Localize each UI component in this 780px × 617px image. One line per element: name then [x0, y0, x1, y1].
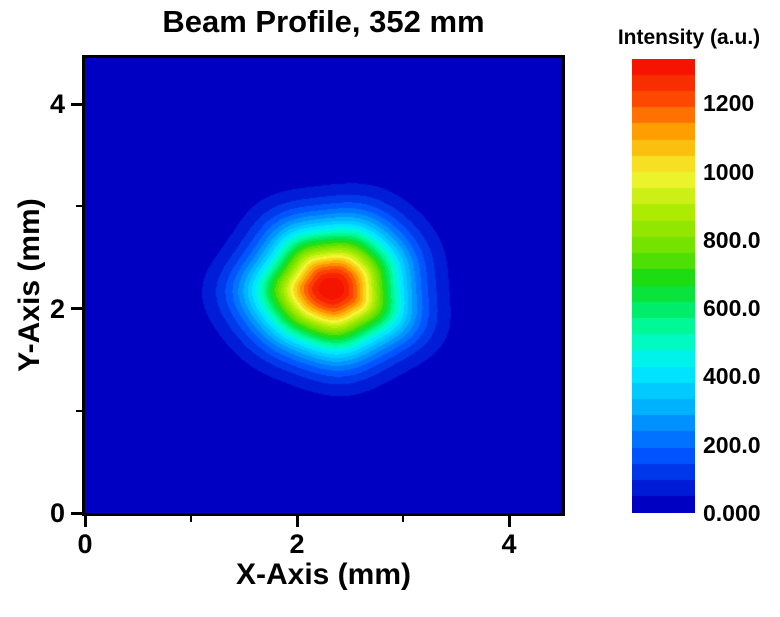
y-tick-label: 0 [49, 498, 65, 528]
y-major-tick [71, 511, 83, 515]
y-minor-tick [76, 409, 83, 412]
y-major-tick [71, 102, 83, 106]
y-tick-label: 4 [49, 89, 65, 119]
x-minor-tick [402, 515, 404, 522]
colorbar-tick-label: 800.0 [703, 226, 761, 253]
x-tick-label: 4 [501, 529, 517, 559]
colorbar-title: Intensity (a.u.) [617, 26, 761, 49]
y-tick-label: 2 [49, 293, 65, 324]
x-axis-label: X-Axis (mm) [235, 558, 412, 591]
beam-heatmap-canvas [85, 58, 562, 513]
colorbar-tick-label: 1200 [703, 90, 755, 117]
plot-area [82, 55, 565, 516]
x-major-tick [83, 515, 87, 527]
colorbar-tick-label: 200.0 [703, 431, 761, 458]
x-tick-label: 0 [77, 529, 93, 559]
colorbar [632, 59, 695, 513]
colorbar-tick-label: 1000 [703, 158, 755, 185]
x-major-tick [295, 515, 299, 527]
colorbar-tick-label: 0.000 [703, 500, 761, 526]
y-axis-label: Y-Axis (mm) [13, 198, 46, 372]
y-major-tick [71, 307, 83, 310]
x-minor-tick [190, 515, 192, 522]
y-minor-tick [76, 205, 83, 208]
x-major-tick [507, 515, 511, 527]
colorbar-tick-label: 600.0 [703, 295, 761, 322]
x-tick-label: 2 [289, 529, 305, 559]
chart-title: Beam Profile, 352 mm [162, 4, 485, 39]
colorbar-tick-label: 400.0 [703, 363, 761, 390]
